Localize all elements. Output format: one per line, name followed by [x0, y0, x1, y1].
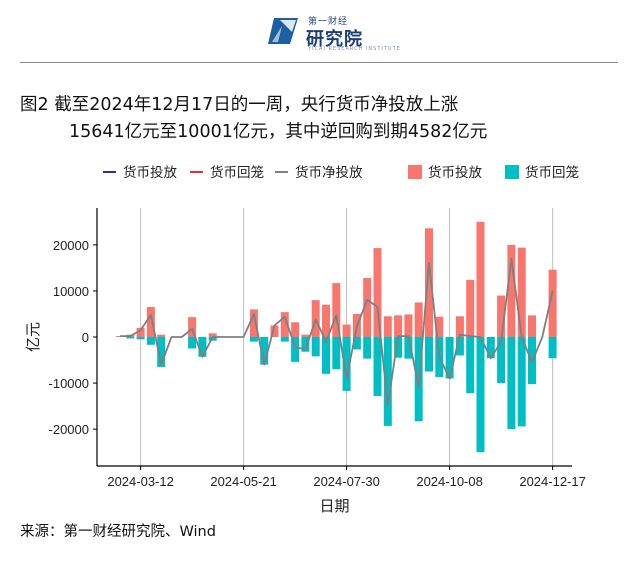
- chart-lines: [120, 257, 554, 407]
- injection-bar-2024-06-11: [270, 325, 279, 337]
- injection-bar-2024-12-17: [548, 269, 557, 337]
- injection-bar-2024-07-02: [301, 334, 310, 337]
- x-tick-label-1: 2024-05-21: [210, 474, 277, 489]
- header-divider: [20, 62, 618, 63]
- y-tick-label-0: 20000: [53, 238, 89, 253]
- withdrawal-bar-2024-10-15: [455, 337, 464, 356]
- source-note: 来源：第一财经研究院、Wind: [20, 524, 216, 540]
- injection-bar-2024-12-03: [528, 315, 536, 337]
- legend-label-4: 货币回笼: [525, 164, 579, 181]
- injection-bar-2024-10-15: [455, 316, 464, 337]
- injection-bar-2024-05-28: [249, 309, 258, 337]
- withdrawal-bar-2024-07-02: [301, 337, 310, 352]
- withdrawal-bar-2024-11-05: [486, 337, 495, 359]
- injection-bar-2024-10-01: [435, 316, 444, 337]
- injection-bar-2024-06-25: [291, 322, 300, 337]
- logo-sub-text: YICAI RESEARCH INSTITUTE: [308, 46, 401, 52]
- injection-bar-2024-08-27: [383, 316, 392, 337]
- injection-bar-2024-03-19: [146, 307, 155, 337]
- injection-bar-2024-04-30: [208, 333, 217, 337]
- logo-top-text: 第一财经: [308, 17, 349, 27]
- y-tick-label-2: 0: [82, 330, 89, 345]
- chart-bars: [116, 221, 557, 453]
- injection-bar-2024-09-17: [414, 302, 423, 337]
- injection-bar-2024-09-03: [394, 315, 403, 337]
- withdrawal-bar-2024-04-23: [198, 337, 207, 357]
- injection-bar-2024-09-10: [404, 314, 413, 337]
- withdrawal-bar-2024-11-12: [497, 337, 506, 384]
- withdrawal-bar-2024-04-16: [188, 337, 197, 349]
- injection-bar-2024-06-18: [280, 312, 289, 337]
- figure-title-line1: 图2 截至2024年12月17日的一周，央行货币净投放上涨: [20, 95, 459, 115]
- y-axis-label: 亿元: [24, 322, 42, 352]
- injection-bar-2024-07-30: [342, 324, 351, 337]
- withdrawal-bar-2024-07-16: [322, 337, 330, 374]
- withdrawal-bar-2024-10-22: [466, 337, 475, 394]
- withdrawal-bar-2024-03-19: [146, 337, 155, 345]
- withdrawal-bar-2024-05-28: [249, 337, 258, 342]
- withdrawal-bar-2024-07-30: [342, 337, 351, 391]
- withdrawal-bar-2024-08-27: [383, 337, 392, 426]
- withdrawal-bar-2024-09-10: [404, 337, 413, 359]
- injection-bar-2024-04-16: [188, 317, 197, 337]
- withdrawal-bar-2024-03-05: [126, 337, 135, 339]
- withdrawal-bar-2024-09-03: [394, 337, 403, 358]
- legend-label-2: 货币净投放: [295, 164, 363, 181]
- withdrawal-bar-2024-11-19: [507, 337, 516, 430]
- injection-bar-2024-07-16: [322, 304, 330, 337]
- logo-main-text: 研究院: [306, 29, 363, 50]
- figure-title-line2: 15641亿元至10001亿元，其中逆回购到期4582亿元: [69, 122, 488, 142]
- x-tick-label-3: 2024-10-08: [416, 474, 483, 489]
- x-tick-label-2: 2024-07-30: [313, 474, 380, 489]
- y-tick-label-3: -10000: [49, 376, 89, 391]
- figure-title: 图2 截至2024年12月17日的一周，央行货币净投放上涨 15641亿元至10…: [20, 92, 630, 146]
- withdrawal-bar-2024-06-18: [280, 337, 289, 342]
- legend-label-3: 货币投放: [428, 164, 482, 181]
- injection-bar-2024-03-26: [157, 334, 166, 337]
- legend-label-0: 货币投放: [123, 164, 177, 181]
- withdrawal-bar-2024-09-24: [425, 337, 433, 372]
- withdrawal-bar-2024-03-26: [157, 337, 166, 367]
- yicai-logo: 第一财经 研究院 YICAI RESEARCH INSTITUTE: [258, 10, 400, 52]
- withdrawal-bar-2024-11-26: [517, 337, 526, 427]
- withdrawal-bar-2024-08-06: [352, 337, 361, 350]
- withdrawal-bar-2024-10-29: [476, 337, 485, 453]
- withdrawal-bar-2024-08-13: [363, 337, 372, 359]
- x-axis-label: 日期: [319, 497, 349, 515]
- injection-bar-2024-10-29: [476, 221, 485, 337]
- injection-bar-2024-08-13: [363, 278, 372, 337]
- net-injection-line: [120, 257, 554, 407]
- injection-bar-2024-08-20: [373, 248, 382, 337]
- withdrawal-bar-2024-12-17: [548, 337, 557, 359]
- withdrawal-bar-2024-07-23: [332, 337, 341, 370]
- injection-bar-2024-07-23: [332, 283, 341, 337]
- x-tick-label-4: 2024-12-17: [519, 474, 586, 489]
- chart-axes: 20000 10000 0 -10000 -20000 2024-03-12 2024-05…: [24, 208, 586, 515]
- withdrawal-bar-2024-08-20: [373, 337, 382, 396]
- injection-bar-2024-11-26: [517, 247, 526, 337]
- legend-label-1: 货币回笼: [210, 164, 264, 181]
- withdrawal-bar-2024-03-12: [136, 337, 145, 340]
- injection-bar-2024-11-12: [497, 295, 506, 337]
- withdrawal-bar-2024-06-04: [260, 337, 269, 365]
- injection-bar-2024-03-12: [136, 327, 145, 337]
- injection-bar-2024-11-19: [507, 244, 516, 337]
- injection-bar-2024-09-24: [425, 228, 433, 337]
- x-tick-label-0: 2024-03-12: [107, 474, 174, 489]
- net-injection-chart: 货币投放 货币回笼 货币净投放 货币投放 货币回笼 20000 10000 0 -10000 -…: [24, 164, 586, 515]
- logo-mark-icon: [268, 18, 298, 44]
- legend-key-4: [505, 165, 519, 179]
- y-tick-label-4: -20000: [49, 422, 89, 437]
- injection-bar-2024-07-09: [311, 300, 320, 337]
- withdrawal-bar-2024-06-25: [291, 337, 300, 362]
- injection-bar-2024-10-22: [466, 279, 475, 337]
- withdrawal-bar-2024-10-08: [445, 337, 454, 379]
- withdrawal-bar-2024-07-09: [311, 337, 320, 357]
- y-tick-label-1: 10000: [53, 284, 89, 299]
- legend-key-3: [408, 165, 422, 179]
- chart-legend: 货币投放 货币回笼 货币净投放 货币投放 货币回笼: [103, 164, 579, 181]
